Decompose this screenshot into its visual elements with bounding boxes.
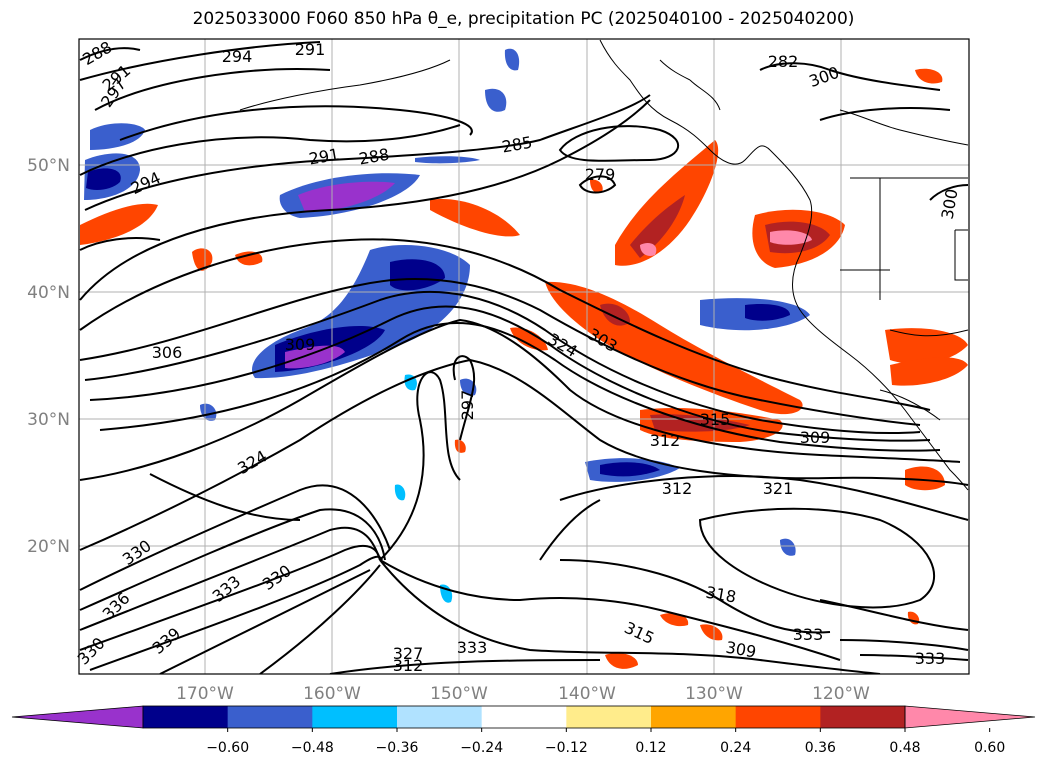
colorbar-segment (143, 706, 229, 728)
colorbar-tick-label: −0.60 (206, 740, 249, 756)
map-border (78, 38, 970, 675)
colorbar-segment (312, 706, 398, 728)
contour-label: 291 (295, 40, 326, 59)
colorbar-tick-label: −0.12 (545, 740, 588, 756)
colorbar-segment (735, 706, 821, 728)
colorbar-tick-label: −0.24 (460, 740, 503, 756)
longitude-labels: 170°W 160°W 150°W 140°W 130°W 120°W (176, 684, 870, 704)
contour-label: 315 (700, 410, 731, 429)
colorbar-segment (397, 706, 483, 728)
contour-label: 312 (662, 479, 693, 498)
map-area (79, 39, 969, 674)
contour-label: 327 (393, 644, 424, 663)
coastlines (239, 39, 969, 491)
lat-label: 50°N (27, 156, 70, 176)
colorbar-segment (566, 706, 652, 728)
colorbar-segment (481, 706, 567, 728)
colorbar-tick-label: 0.24 (720, 740, 751, 756)
contour-label: 282 (768, 52, 799, 71)
contour-label: 312 (650, 431, 681, 450)
colorbar-tick-label: −0.48 (291, 740, 334, 756)
lon-label: 130°W (685, 684, 743, 704)
lat-label: 30°N (27, 410, 70, 430)
lon-label: 170°W (176, 684, 234, 704)
colorbar-tick-label: 0.48 (889, 740, 920, 756)
colorbar-segment (227, 706, 313, 728)
colorbar-outline (142, 705, 906, 729)
contour-label: 333 (915, 649, 946, 668)
lon-label: 120°W (812, 684, 870, 704)
contour-label: 321 (763, 479, 794, 498)
latitude-labels: 50°N 40°N 30°N 20°N (27, 156, 70, 557)
lon-label: 160°W (303, 684, 361, 704)
contour-label: 312 (393, 656, 424, 675)
graticule (79, 39, 969, 674)
lon-label: 140°W (558, 684, 616, 704)
colorbar-tick-label: 0.12 (635, 740, 666, 756)
colorbar-segment (651, 706, 737, 728)
contour-label: 333 (457, 638, 488, 657)
theta-e-contours (79, 41, 969, 674)
contour-label: 294 (222, 47, 253, 66)
colorbar-tick-label: 0.36 (805, 740, 836, 756)
colorbar-tick-label: −0.36 (376, 740, 419, 756)
contour-label: 279 (585, 165, 616, 184)
colorbar-extend-max (904, 705, 1036, 729)
contour-label: 333 (793, 625, 824, 644)
colorbar-tick-label: 0.60 (974, 740, 1005, 756)
contour-label: 309 (800, 428, 831, 447)
contour-label: 297 (458, 390, 477, 421)
contour-label: 309 (285, 335, 316, 354)
colorbar: −0.60 −0.48 −0.36 −0.24 −0.12 0.12 0.24 0.36 0.4… (11, 705, 1036, 756)
colorbar-segment (820, 706, 906, 728)
lon-label: 150°W (430, 684, 488, 704)
lat-label: 20°N (27, 537, 70, 557)
colorbar-extend-min (11, 705, 144, 729)
contour-label: 306 (152, 343, 183, 362)
map-title: 2025033000 F060 850 hPa θ_e, precipitati… (192, 9, 855, 29)
lat-label: 40°N (27, 283, 70, 303)
